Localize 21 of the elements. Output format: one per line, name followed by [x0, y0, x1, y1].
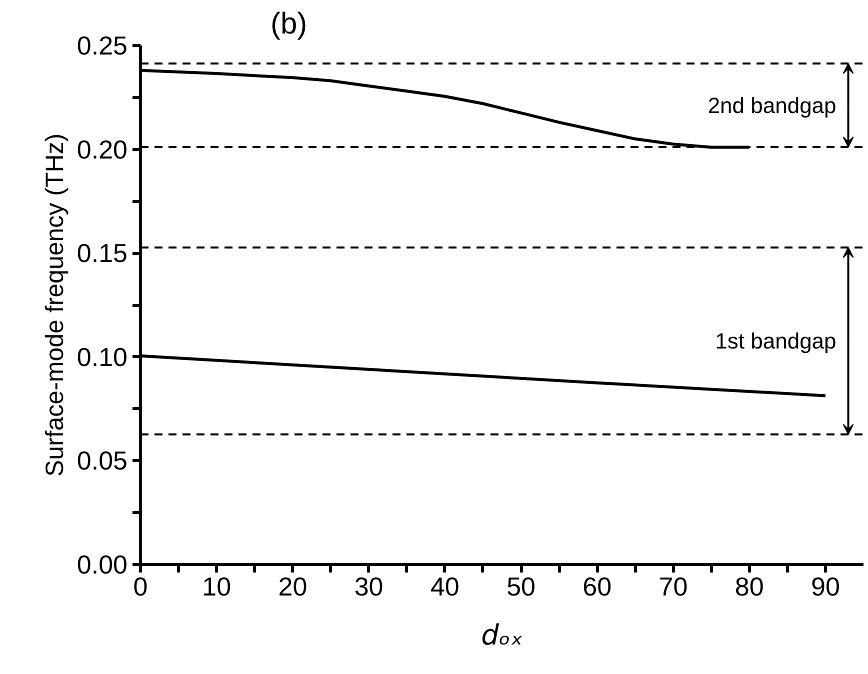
x-tick-label: 40 [430, 572, 460, 602]
x-tick-label: 90 [810, 572, 840, 602]
x-tick-label: 80 [734, 572, 764, 602]
x-tick-label: 0 [133, 572, 148, 602]
annotation: 2nd bandgap [708, 92, 836, 118]
y-tick-label: 0.00 [76, 550, 128, 580]
y-tick-label: 0.05 [76, 446, 128, 476]
annotation: 1st bandgap [715, 328, 836, 354]
y-tick-label: 0.10 [76, 342, 128, 372]
x-tick-label: 60 [582, 572, 612, 602]
y-tick-label: 0.20 [76, 134, 128, 164]
x-tick-label: 50 [506, 572, 536, 602]
x-tick-label: 10 [202, 572, 232, 602]
x-tick-label: 30 [354, 572, 384, 602]
x-tick-label: 70 [658, 572, 688, 602]
chart-title: (b) [270, 8, 308, 40]
y-tick-label: 0.15 [76, 238, 128, 268]
x-tick-label: 20 [278, 572, 308, 602]
x-axis-title: dₒₓ [481, 618, 523, 652]
y-axis-title: Surface-mode frequency (THz) [40, 133, 69, 477]
y-tick-label: 0.25 [76, 30, 128, 60]
